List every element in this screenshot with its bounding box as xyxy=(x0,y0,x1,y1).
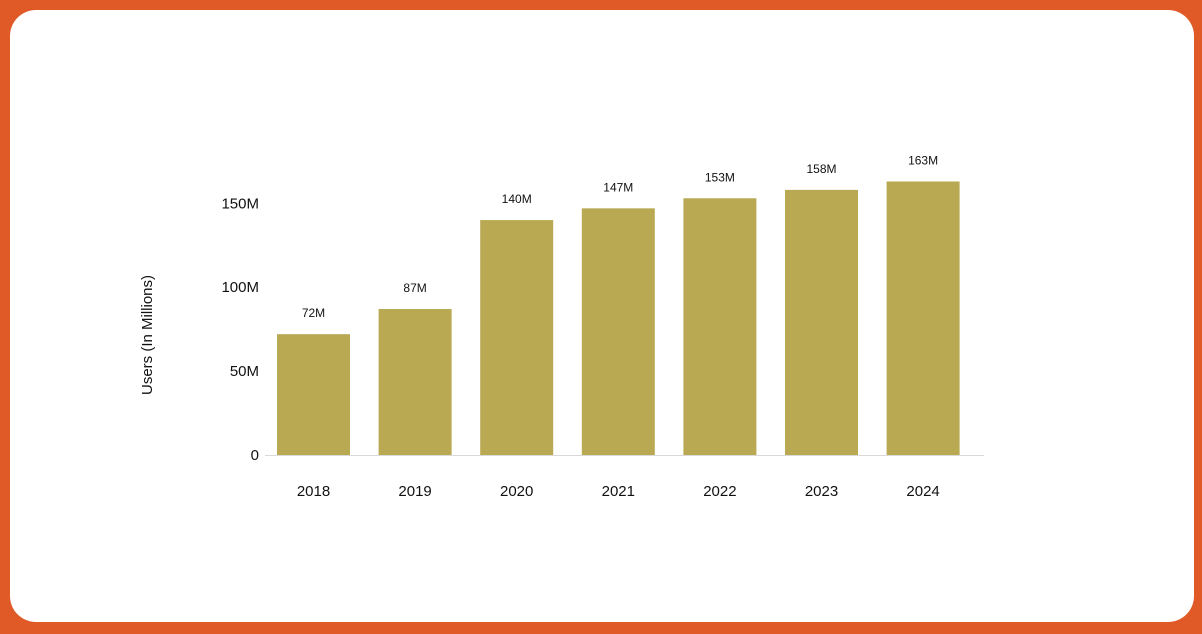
data-label: 72M xyxy=(302,306,325,320)
data-label: 163M xyxy=(908,153,938,167)
bar xyxy=(581,208,655,455)
bar xyxy=(378,309,452,455)
y-tick-label: 100M xyxy=(221,279,259,296)
data-label: 140M xyxy=(502,192,532,206)
x-tick-label: 2021 xyxy=(602,483,635,500)
data-label: 147M xyxy=(603,180,633,194)
x-tick-label: 2023 xyxy=(805,483,838,500)
x-tick-label: 2020 xyxy=(500,483,533,500)
data-label: 158M xyxy=(806,162,836,176)
bar xyxy=(683,198,757,456)
bars-group xyxy=(277,181,960,456)
bar xyxy=(277,334,350,455)
x-tick-label: 2018 xyxy=(297,483,330,500)
y-axis-label: Users (In Millions) xyxy=(139,275,156,395)
data-labels-group: 72M 87M 140M 147M 153M 158M 163M xyxy=(302,153,938,320)
x-tick-label: 2019 xyxy=(398,483,431,500)
data-label: 87M xyxy=(403,281,426,295)
x-tick-label: 2024 xyxy=(906,483,939,500)
bar xyxy=(785,189,858,455)
x-axis-ticks: 2018 2019 2020 2021 2022 2023 2024 xyxy=(297,483,940,500)
y-tick-label: 50M xyxy=(230,363,259,380)
data-label: 153M xyxy=(705,170,735,184)
bar xyxy=(480,220,554,455)
y-axis-ticks: 0 50M 100M 150M xyxy=(221,195,259,464)
x-tick-label: 2022 xyxy=(703,483,736,500)
bar xyxy=(886,181,960,455)
y-tick-label: 0 xyxy=(251,447,259,464)
y-tick-label: 150M xyxy=(221,195,259,212)
